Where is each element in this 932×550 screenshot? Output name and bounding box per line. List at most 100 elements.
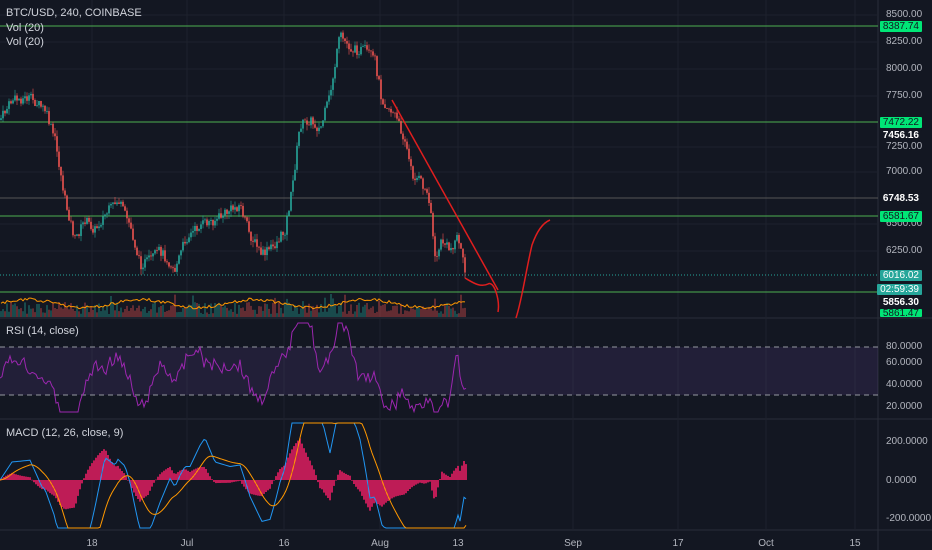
candle-body (278, 241, 280, 243)
candle-body (2, 110, 4, 119)
macd-histogram-bar (449, 477, 451, 480)
candle-body (378, 76, 380, 80)
candle-body (442, 239, 444, 244)
candle-body (232, 205, 234, 210)
candle-body (238, 205, 240, 212)
volume-bar (218, 302, 220, 317)
macd-histogram-bar (157, 476, 159, 480)
price-tag-5856[interactable]: 5856.30 (879, 297, 922, 308)
price-tag-7456[interactable]: 7456.16 (879, 130, 922, 141)
candle-body (422, 178, 424, 189)
price-tag-7472[interactable]: 7472.22 (879, 117, 922, 128)
candle-body (370, 50, 372, 52)
volume-bar (412, 308, 414, 317)
rsi-label[interactable]: RSI (14, close) (6, 325, 79, 337)
macd-histogram-bar (349, 475, 351, 480)
candle-body (10, 101, 12, 104)
candle-body (446, 242, 448, 245)
volume-bar (134, 310, 136, 317)
macd-histogram-bar (165, 469, 167, 480)
volume-bar (300, 308, 302, 317)
candle-body (402, 133, 404, 140)
volume-bar (370, 307, 372, 317)
volume-bar (168, 310, 170, 317)
price-tag-5861[interactable]: 5861.47 (879, 309, 922, 317)
macd-histogram-bar (253, 480, 255, 495)
price-tag-6748[interactable]: 6748.53 (879, 193, 922, 204)
candle-body (360, 46, 362, 55)
volume-bar (356, 305, 358, 317)
candle-body (362, 46, 364, 47)
macd-axis-label: 200.0000 (886, 436, 928, 447)
volume-bar (390, 310, 392, 317)
macd-histogram-bar (279, 469, 281, 480)
candle-body (384, 104, 386, 109)
time-axis-label: 16 (278, 538, 290, 549)
candle-body (216, 218, 218, 221)
volume-bar (204, 303, 206, 317)
volume-bar (190, 305, 192, 317)
volume-indicator-label[interactable]: Vol (20) (6, 22, 44, 34)
candle-body (440, 239, 442, 250)
candle-body (248, 221, 250, 232)
price-tag-6581[interactable]: 6581.67 (879, 211, 922, 222)
candle-body (52, 123, 54, 134)
candle-body (166, 261, 168, 263)
candle-body (144, 259, 146, 268)
candle-body (138, 255, 140, 257)
macd-histogram-bar (199, 467, 201, 480)
volume-indicator-label-2[interactable]: Vol (20) (6, 36, 44, 48)
macd-histogram-bar (131, 480, 133, 489)
candle-body (0, 118, 2, 120)
volume-bar (420, 309, 422, 317)
candle-body (12, 100, 14, 104)
macd-histogram-bar (31, 479, 33, 481)
candle-body (204, 219, 206, 221)
volume-bar (2, 309, 4, 317)
macd-histogram-bar (377, 480, 379, 505)
candle-body (186, 242, 188, 244)
candle-body (396, 112, 398, 119)
trend-line-drawing[interactable] (391, 99, 499, 291)
volume-bar (50, 310, 52, 317)
candle-body (218, 213, 220, 219)
support-resistance-lines[interactable] (0, 25, 878, 293)
candle-body (322, 120, 324, 127)
candle-body (160, 246, 162, 256)
volume-bar (350, 304, 352, 317)
volume-bar (210, 303, 212, 317)
volume-bar (276, 313, 278, 317)
candle-body (116, 202, 118, 205)
last-price-tag[interactable]: 6016.02 (879, 270, 922, 281)
volume-bar (222, 307, 224, 317)
macd-histogram-bar (37, 480, 39, 487)
symbol-title[interactable]: BTC/USD, 240, COINBASE (6, 7, 142, 19)
macd-histogram-bar (217, 480, 219, 483)
macd-histogram-bar (243, 480, 245, 487)
macd-histogram-bar (351, 480, 353, 481)
volume-bar (462, 308, 464, 317)
rsi-axis-label: 20.0000 (886, 401, 923, 412)
volume-bar (256, 313, 258, 317)
volume-bar (408, 311, 410, 317)
candle-body (24, 96, 26, 99)
candle-body (308, 124, 310, 126)
candle-body (6, 108, 8, 114)
price-tag-8387[interactable]: 8387.74 (879, 21, 922, 32)
macd-histogram-bar (265, 480, 267, 492)
volume-bar (146, 312, 148, 317)
volume-bar (328, 307, 330, 317)
candle-body (40, 101, 42, 107)
macd-label[interactable]: MACD (12, 26, close, 9) (6, 427, 124, 439)
macd-histogram-bar (353, 480, 355, 484)
volume-bar (130, 308, 132, 317)
candle-body (178, 255, 180, 264)
volume-bar (16, 306, 18, 317)
macd-histogram-bar (185, 469, 187, 480)
candle-body (68, 209, 70, 221)
volume-bar (122, 312, 124, 317)
macd-histogram-bar (289, 453, 291, 480)
freehand-projection-drawing[interactable] (464, 219, 551, 319)
volume-bar (270, 313, 272, 317)
